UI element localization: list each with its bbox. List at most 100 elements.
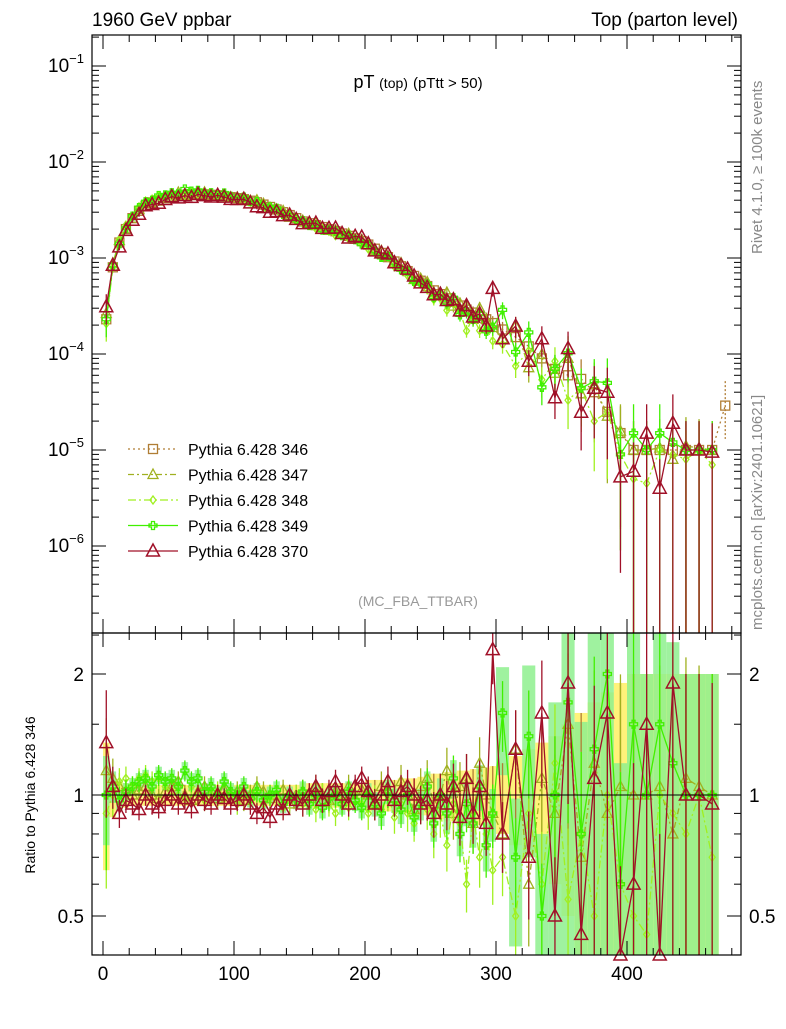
series-line bbox=[105, 188, 713, 457]
x-tick-label: 400 bbox=[611, 964, 643, 985]
ratio-point bbox=[327, 772, 344, 788]
ratio-point bbox=[252, 786, 262, 797]
legend-label: Pythia 6.428 348 bbox=[188, 493, 308, 510]
data-point bbox=[638, 424, 655, 439]
data-point bbox=[98, 298, 115, 313]
y-tick-exp: −2 bbox=[69, 147, 84, 162]
legend-marker bbox=[149, 494, 157, 506]
ratio-point bbox=[167, 773, 177, 784]
ratio-point bbox=[439, 795, 455, 810]
ratio-point bbox=[364, 808, 373, 819]
data-point bbox=[177, 187, 193, 202]
ratio-point bbox=[216, 789, 232, 805]
data-point bbox=[268, 203, 285, 218]
ratio-point bbox=[347, 777, 363, 793]
y-tick-exp: −3 bbox=[69, 243, 84, 258]
ratio-point bbox=[236, 786, 252, 801]
ratio-point bbox=[140, 773, 151, 784]
data-point bbox=[308, 214, 324, 229]
data-point bbox=[334, 224, 350, 240]
legend-marker bbox=[145, 542, 161, 557]
data-point bbox=[367, 242, 383, 257]
ratio-point bbox=[331, 808, 340, 819]
legend-marker bbox=[147, 443, 159, 455]
series-line bbox=[105, 191, 713, 461]
y-tick-base: 10 bbox=[48, 344, 69, 365]
ratio-point bbox=[134, 776, 144, 787]
series-line bbox=[105, 193, 726, 451]
y-tick-exp: −5 bbox=[69, 435, 84, 450]
ratio-point bbox=[206, 781, 216, 792]
ratio-tick-label: 2 bbox=[73, 665, 84, 686]
data-point bbox=[560, 339, 576, 355]
data-point bbox=[386, 254, 403, 269]
ratio-point bbox=[422, 781, 432, 792]
title-sub: (top) bbox=[379, 75, 408, 91]
ratio-point bbox=[564, 894, 572, 905]
data-point bbox=[445, 291, 462, 306]
ratio-point bbox=[301, 786, 318, 801]
legend-entry: Pythia 6.428 370 bbox=[128, 542, 308, 561]
ratio-point bbox=[390, 812, 399, 823]
ratio-point bbox=[118, 791, 134, 807]
data-point bbox=[327, 219, 344, 234]
data-point bbox=[625, 462, 642, 478]
legend-entry: Pythia 6.428 349 bbox=[128, 519, 308, 536]
data-point bbox=[694, 445, 704, 455]
data-point bbox=[101, 314, 111, 324]
ratio-point bbox=[429, 818, 439, 829]
ratio-point bbox=[602, 669, 612, 679]
data-point bbox=[458, 297, 475, 312]
ratio-point bbox=[442, 808, 452, 819]
ratio-point bbox=[281, 786, 298, 801]
ratio-point bbox=[694, 790, 704, 800]
ratio-point bbox=[222, 795, 239, 810]
ratio-point bbox=[625, 875, 642, 890]
ratio-point bbox=[462, 879, 471, 890]
title-main: pT bbox=[353, 72, 374, 92]
y-tick-base: 10 bbox=[48, 152, 69, 173]
ratio-point bbox=[651, 946, 668, 961]
data-point bbox=[111, 238, 128, 253]
ratio-point bbox=[321, 782, 337, 798]
y-tick-label: 10−1 bbox=[48, 51, 84, 77]
ratio-point bbox=[628, 719, 639, 729]
ratio-point bbox=[373, 786, 390, 801]
x-tick-label: 0 bbox=[98, 964, 109, 985]
ratio-point bbox=[432, 786, 449, 801]
y-tick-exp: −1 bbox=[69, 51, 84, 66]
ratio-point bbox=[573, 925, 589, 941]
ratio-point bbox=[242, 795, 259, 810]
ratio-point bbox=[704, 795, 720, 810]
data-point bbox=[665, 414, 681, 429]
data-point bbox=[681, 445, 691, 455]
ratio-point bbox=[275, 800, 291, 816]
data-point bbox=[399, 260, 416, 275]
data-point bbox=[534, 330, 550, 345]
rivet-label: Rivet 4.1.0, ≥ 100k events bbox=[749, 81, 766, 254]
data-point bbox=[462, 325, 471, 336]
ratio-point bbox=[330, 790, 341, 800]
data-point bbox=[360, 235, 377, 250]
ratio-point bbox=[386, 791, 403, 807]
ratio-point bbox=[681, 790, 691, 800]
series-349 bbox=[101, 184, 717, 633]
data-point bbox=[118, 221, 134, 237]
ratio-point bbox=[474, 781, 485, 792]
legend: Pythia 6.428 346 Pythia 6.428 347 Pythia 6… bbox=[128, 442, 308, 561]
ratio-point bbox=[426, 804, 442, 820]
x-tick-label: 100 bbox=[218, 964, 250, 985]
y-tick-base: 10 bbox=[48, 248, 69, 269]
ratio-point bbox=[678, 786, 694, 801]
ratio-point bbox=[173, 781, 183, 792]
ratio-point bbox=[642, 790, 652, 800]
data-point bbox=[691, 441, 707, 456]
ratio-point bbox=[494, 825, 511, 840]
ratio-point bbox=[691, 786, 707, 801]
data-point bbox=[471, 305, 488, 320]
ratio-point bbox=[376, 808, 387, 819]
data-point bbox=[478, 317, 494, 332]
data-point bbox=[547, 389, 563, 404]
ratio-point bbox=[589, 744, 599, 754]
